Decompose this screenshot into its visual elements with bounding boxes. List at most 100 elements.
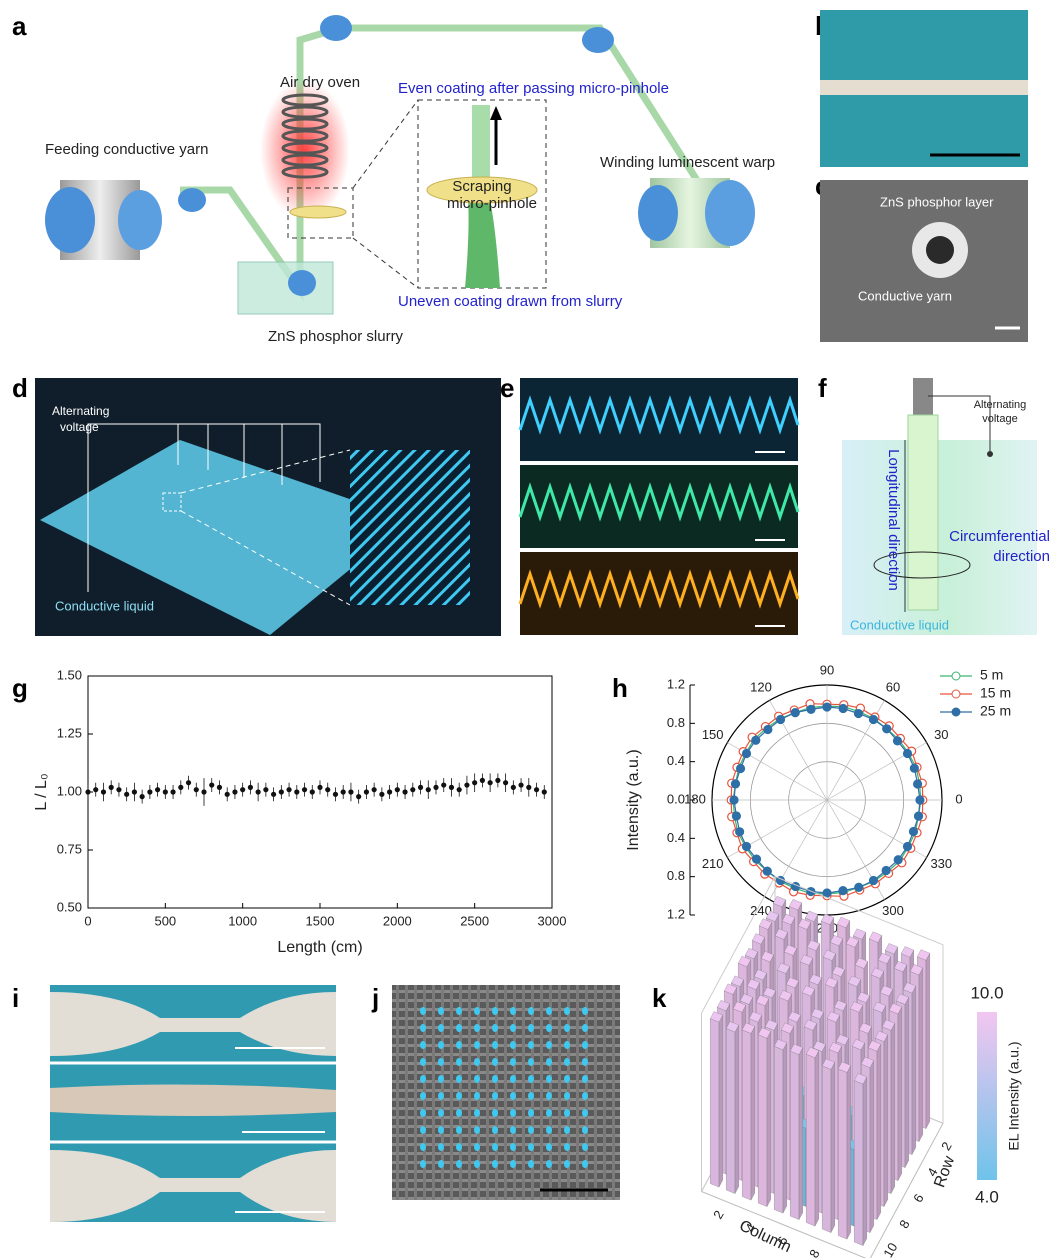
bar-side	[919, 968, 923, 1142]
point	[472, 780, 477, 785]
yarn-core	[926, 236, 954, 264]
point	[542, 789, 547, 794]
bar-side	[898, 1007, 902, 1181]
point	[823, 889, 831, 897]
point	[904, 842, 912, 850]
label: direction	[993, 548, 1050, 565]
bar-side	[877, 1044, 881, 1219]
panel-a: Air dry oven Even coating after passing …	[45, 15, 775, 345]
point	[752, 736, 760, 744]
panel-j	[392, 985, 620, 1200]
point	[132, 789, 137, 794]
label: Longitudinal direction	[885, 449, 902, 591]
point	[763, 867, 771, 875]
bar-side	[767, 1031, 771, 1206]
point	[163, 789, 168, 794]
point	[914, 780, 922, 788]
bar	[854, 1073, 867, 1245]
label: micro-pinhole	[447, 195, 537, 212]
point	[155, 787, 160, 792]
y-tick-label: 6	[910, 1191, 927, 1205]
point	[883, 725, 891, 733]
x-tick-label: 8	[806, 1247, 823, 1258]
x-axis-label: Length (cm)	[277, 939, 362, 956]
led-array	[418, 1002, 593, 1174]
bar	[838, 1062, 851, 1239]
roller	[178, 188, 206, 212]
colorbar-label: 10.0	[970, 983, 1003, 1002]
angle-label: 210	[702, 856, 724, 871]
slurry-bath	[238, 262, 333, 314]
yarn	[820, 80, 1028, 95]
point	[449, 785, 454, 790]
bar-side	[912, 986, 916, 1155]
y-tick-label: 0.75	[57, 841, 82, 856]
label: Even coating after passing micro-pinhole	[398, 80, 669, 97]
bar-side	[905, 997, 909, 1167]
y-axis-label: L / L₀	[33, 773, 50, 810]
bar	[822, 1059, 835, 1233]
point	[839, 887, 847, 895]
label: Winding luminescent warp	[600, 154, 775, 171]
bar	[742, 1023, 755, 1200]
point	[379, 792, 384, 797]
spool-end	[638, 185, 678, 241]
page: a b c d e f g h i j k Air dry oven Even …	[0, 0, 1055, 1258]
label: Conductive liquid	[850, 617, 949, 632]
angle-label: 150	[702, 727, 724, 742]
y-tick-label: 0.0	[667, 791, 685, 806]
point	[256, 789, 261, 794]
point	[518, 782, 523, 787]
panel-f: Alternating voltage Longitudinal directi…	[842, 378, 1050, 635]
angle-label: 330	[930, 856, 952, 871]
point	[869, 877, 877, 885]
y-tick-label: 2	[938, 1139, 955, 1153]
y-tick-label: 0.4	[667, 753, 685, 768]
point	[511, 785, 516, 790]
label: voltage	[60, 420, 99, 434]
point	[910, 764, 918, 772]
panel-label: i	[12, 983, 19, 1013]
bar	[774, 1039, 787, 1213]
point	[387, 789, 392, 794]
roller	[582, 27, 614, 53]
x-tick-label: 3000	[538, 913, 567, 928]
panel-c: ZnS phosphor layer Conductive yarn	[820, 180, 1028, 342]
point	[341, 789, 346, 794]
angle-label: 60	[886, 680, 900, 695]
panel-label: a	[12, 11, 27, 41]
point	[170, 789, 175, 794]
bar-front	[742, 1030, 751, 1200]
label: Scraping	[452, 178, 511, 195]
legend-marker	[952, 708, 960, 716]
point	[869, 715, 877, 723]
bar-front	[854, 1081, 863, 1246]
legend-marker	[952, 690, 960, 698]
bar	[790, 1044, 803, 1220]
label: Feeding conductive yarn	[45, 141, 208, 158]
colorbar	[977, 1012, 997, 1180]
roller	[320, 15, 352, 41]
point	[731, 780, 739, 788]
point	[894, 856, 902, 864]
point	[140, 794, 145, 799]
label: Alternating	[52, 404, 109, 418]
bar-side	[847, 1065, 851, 1239]
y-axis-label: Intensity (a.u.)	[625, 749, 642, 850]
point	[855, 883, 863, 891]
point	[302, 787, 307, 792]
point	[217, 785, 222, 790]
bar-side	[751, 1026, 755, 1200]
point	[101, 789, 106, 794]
bar-side	[884, 1035, 888, 1207]
x-tick-label: 2	[710, 1208, 727, 1222]
point	[753, 855, 761, 863]
point	[124, 792, 129, 797]
bar-side	[926, 953, 930, 1128]
zoom-line	[353, 100, 418, 188]
roller	[288, 270, 316, 296]
bar-side	[799, 1048, 803, 1220]
label: Air dry oven	[280, 74, 360, 91]
fiber	[908, 415, 938, 610]
x-tick-label: 1000	[228, 913, 257, 928]
